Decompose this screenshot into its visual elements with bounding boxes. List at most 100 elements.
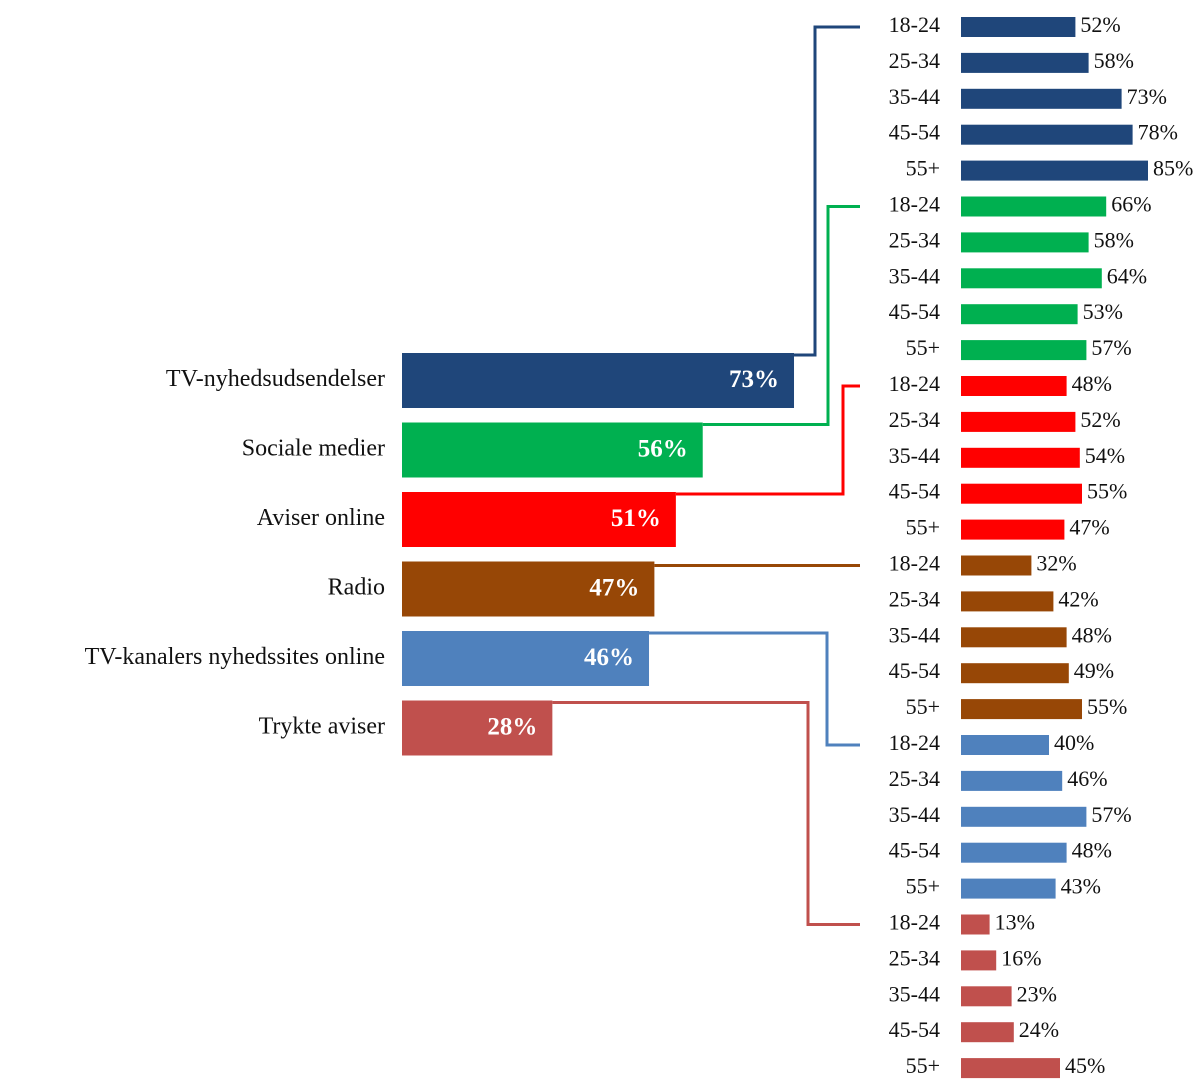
- bar: [961, 124, 1133, 145]
- bar: [961, 770, 1063, 791]
- age-label: 55+: [906, 515, 940, 540]
- value-label: 46%: [1067, 766, 1107, 791]
- age-label: 25-34: [889, 766, 940, 791]
- bar: [402, 492, 676, 547]
- bar: [961, 878, 1056, 899]
- bar: [961, 591, 1054, 612]
- category-label: Sociale medier: [242, 436, 385, 462]
- bar: [961, 88, 1122, 109]
- age-label: 35-44: [889, 981, 940, 1006]
- value-label: 28%: [487, 714, 537, 741]
- bar: [961, 950, 997, 971]
- value-label: 49%: [1074, 658, 1114, 683]
- value-label: 24%: [1019, 1017, 1059, 1042]
- bar: [961, 842, 1067, 863]
- value-label: 23%: [1017, 981, 1057, 1006]
- bar: [961, 483, 1082, 504]
- age-label: 55+: [906, 1053, 940, 1078]
- value-label: 78%: [1138, 120, 1178, 145]
- bar: [961, 232, 1089, 253]
- age-label: 35-44: [889, 622, 940, 647]
- value-label: 55%: [1087, 479, 1127, 504]
- bar: [961, 268, 1102, 289]
- bar: [961, 986, 1012, 1007]
- age-label: 25-34: [889, 945, 940, 970]
- age-label: 18-24: [889, 910, 940, 935]
- age-label: 45-54: [889, 658, 940, 683]
- bar: [961, 627, 1067, 648]
- age-label: 35-44: [889, 802, 940, 827]
- bar: [961, 806, 1087, 827]
- value-label: 52%: [1080, 407, 1120, 432]
- bar: [961, 52, 1089, 73]
- bar: [961, 914, 990, 935]
- bar: [402, 353, 795, 408]
- bar: [961, 519, 1065, 540]
- value-label: 48%: [1072, 371, 1112, 396]
- age-label: 35-44: [889, 443, 940, 468]
- value-label: 32%: [1036, 551, 1076, 576]
- age-label: 18-24: [889, 551, 940, 576]
- bar: [961, 376, 1067, 396]
- value-label: 57%: [1091, 335, 1131, 360]
- category-label: Trykte aviser: [259, 714, 385, 740]
- bar: [961, 699, 1082, 720]
- bar: [402, 561, 655, 617]
- category-label: TV-nyhedsudsendelser: [166, 366, 385, 392]
- value-label: 66%: [1111, 192, 1151, 217]
- value-label: 48%: [1072, 838, 1112, 863]
- bar: [402, 700, 553, 756]
- value-label: 73%: [729, 366, 779, 393]
- age-label: 25-34: [889, 48, 940, 73]
- value-label: 58%: [1094, 48, 1134, 73]
- bar: [961, 555, 1032, 576]
- connector: [649, 631, 860, 747]
- value-label: 47%: [589, 575, 639, 602]
- value-label: 13%: [995, 910, 1035, 935]
- value-label: 64%: [1107, 263, 1147, 288]
- category-label: Radio: [328, 575, 385, 601]
- value-label: 54%: [1085, 443, 1125, 468]
- age-label: 55+: [906, 694, 940, 719]
- value-label: 45%: [1065, 1053, 1105, 1078]
- age-label: 55+: [906, 335, 940, 360]
- age-label: 25-34: [889, 586, 940, 611]
- value-label: 40%: [1054, 730, 1094, 755]
- bar: [961, 663, 1069, 684]
- bar: [402, 631, 650, 686]
- bar: [961, 735, 1049, 755]
- value-label: 73%: [1127, 84, 1167, 109]
- value-label: 52%: [1080, 12, 1120, 37]
- age-label: 18-24: [889, 192, 940, 217]
- value-label: 85%: [1153, 156, 1193, 181]
- bar: [961, 340, 1087, 361]
- bar: [961, 160, 1148, 181]
- connector: [702, 205, 860, 426]
- age-label: 35-44: [889, 263, 940, 288]
- age-label: 18-24: [889, 730, 940, 755]
- value-label: 46%: [584, 644, 634, 671]
- connector: [675, 384, 860, 496]
- bar: [961, 447, 1080, 468]
- bar: [402, 422, 703, 478]
- age-label: 35-44: [889, 84, 940, 109]
- value-label: 47%: [1069, 515, 1109, 540]
- value-label: 55%: [1087, 694, 1127, 719]
- value-label: 51%: [611, 505, 661, 532]
- bar: [961, 411, 1076, 432]
- age-label: 18-24: [889, 12, 940, 37]
- age-label: 45-54: [889, 838, 940, 863]
- age-label: 45-54: [889, 299, 940, 324]
- bar: [961, 1058, 1060, 1079]
- value-label: 43%: [1061, 874, 1101, 899]
- category-label: TV-kanalers nyhedssites online: [85, 644, 385, 670]
- connector: [552, 701, 860, 926]
- age-label: 18-24: [889, 371, 940, 396]
- bar: [961, 1022, 1014, 1043]
- connector: [794, 25, 860, 357]
- value-label: 56%: [638, 436, 688, 463]
- value-label: 58%: [1094, 227, 1134, 252]
- age-label: 55+: [906, 874, 940, 899]
- value-label: 42%: [1058, 586, 1098, 611]
- value-label: 53%: [1083, 299, 1123, 324]
